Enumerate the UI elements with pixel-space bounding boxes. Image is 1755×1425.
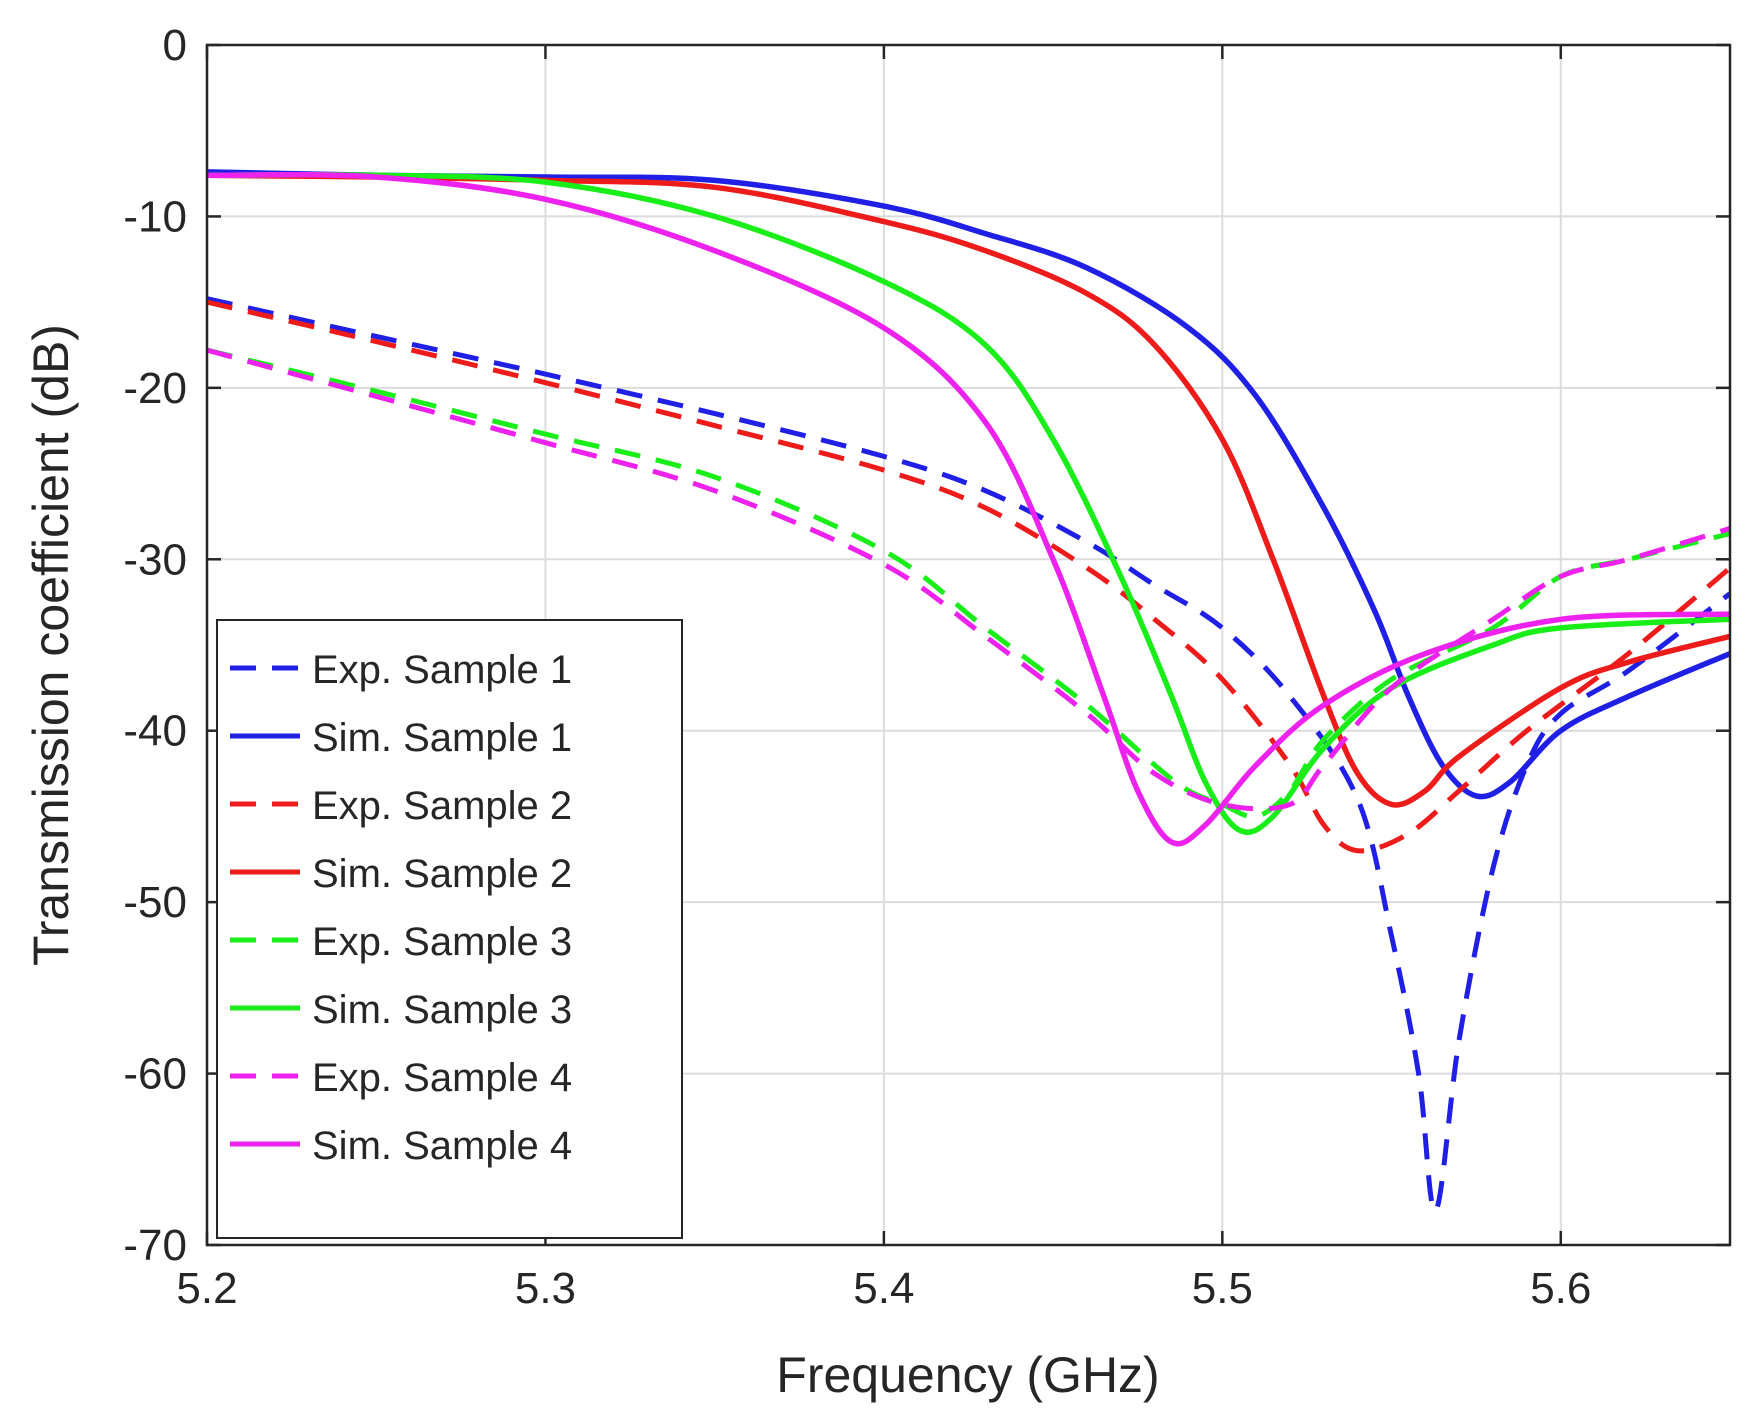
series-line-exp-sample-3 bbox=[207, 347, 1730, 820]
y-tick-label: -30 bbox=[123, 535, 187, 584]
legend-label-exp-sample-3: Exp. Sample 3 bbox=[312, 920, 572, 964]
plot-frame bbox=[205, 43, 1732, 1247]
y-tick-label: -50 bbox=[123, 878, 187, 927]
series-line-sim-sample-1 bbox=[207, 169, 1730, 800]
x-tick-label: 5.2 bbox=[176, 1264, 237, 1313]
legend: Exp. Sample 1 Sim. Sample 1 Exp. Sample 2 S… bbox=[216, 619, 683, 1239]
y-tick-label: -70 bbox=[123, 1221, 187, 1270]
series-line-exp-sample-4 bbox=[207, 347, 1730, 812]
x-axis-label: Frequency (GHz) bbox=[776, 1347, 1159, 1403]
series-line-sim-sample-3 bbox=[207, 172, 1730, 836]
legend-label-sim-sample-1: Sim. Sample 1 bbox=[312, 716, 572, 760]
y-tick-label: -20 bbox=[123, 364, 187, 413]
legend-label-sim-sample-2: Sim. Sample 2 bbox=[312, 852, 572, 896]
series-line-sim-sample-2 bbox=[207, 172, 1730, 808]
legend-box bbox=[216, 619, 683, 1239]
legend-label-sim-sample-4: Sim. Sample 4 bbox=[312, 1124, 572, 1168]
y-tick-label: -40 bbox=[123, 707, 187, 756]
series-line-exp-sample-2 bbox=[207, 299, 1730, 854]
series-lines bbox=[207, 169, 1730, 1214]
tick-labels: 5.2 5.3 5.4 5.5 5.6 0 -10 -20 -30 -40 -50 -60 -70 bbox=[123, 21, 1591, 1313]
legend-label-exp-sample-1: Exp. Sample 1 bbox=[312, 648, 572, 692]
x-tick-label: 5.6 bbox=[1530, 1264, 1591, 1313]
series-line-sim-sample-4 bbox=[207, 171, 1730, 847]
x-tick-label: 5.5 bbox=[1192, 1264, 1253, 1313]
legend-label-exp-sample-4: Exp. Sample 4 bbox=[312, 1056, 572, 1100]
legend-label-sim-sample-3: Sim. Sample 3 bbox=[312, 988, 572, 1032]
y-tick-label: -60 bbox=[123, 1050, 187, 1099]
y-tick-label: 0 bbox=[163, 21, 187, 70]
legend-label-exp-sample-2: Exp. Sample 2 bbox=[312, 784, 572, 828]
x-tick-label: 5.3 bbox=[515, 1264, 576, 1313]
x-tick-label: 5.4 bbox=[853, 1264, 914, 1313]
y-axis-label: Transmission coefficient (dB) bbox=[23, 324, 79, 966]
y-tick-label: -10 bbox=[123, 192, 187, 241]
